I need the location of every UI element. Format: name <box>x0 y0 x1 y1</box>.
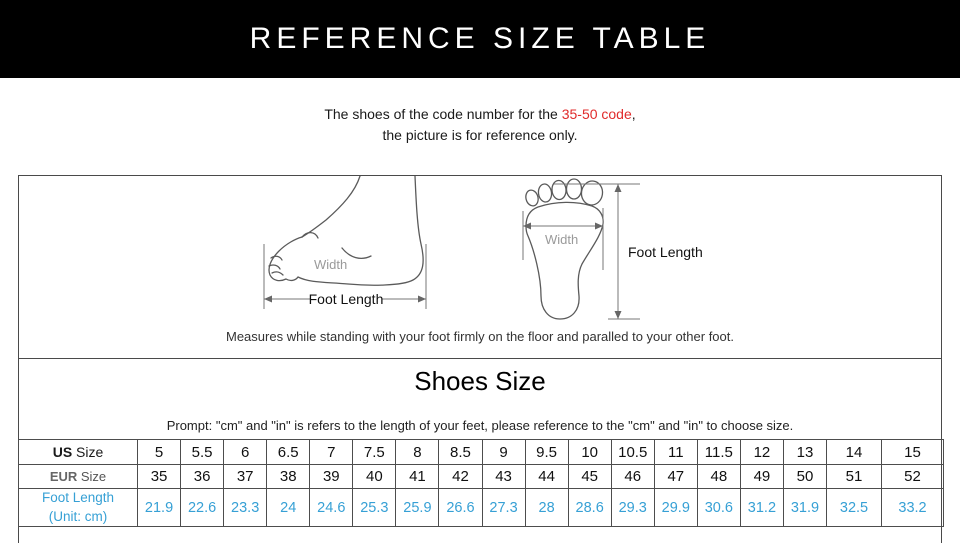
intro-line1-suffix: , <box>631 106 636 122</box>
size-cell: 44 <box>524 464 569 489</box>
size-cell: 48 <box>696 464 741 489</box>
row-header-us-size: US Size <box>18 439 138 465</box>
size-cell: 24.6 <box>309 488 354 527</box>
row-header-us-strong: US <box>52 444 73 460</box>
size-cell: 5 <box>136 439 182 465</box>
size-cell: 51 <box>826 464 882 489</box>
size-cell: 24 <box>266 488 311 527</box>
row-header-eur-rest: Size <box>77 469 107 484</box>
foot-side-view-diagram: Width Foot Length <box>263 176 427 309</box>
foot-top-view-diagram: Width Foot Length <box>522 178 703 320</box>
intro-line1-prefix: The shoes of the code number for the <box>324 106 562 122</box>
side-width-label: Width <box>314 257 347 272</box>
size-cell: 13 <box>782 439 828 465</box>
size-cell: 28.6 <box>567 488 612 527</box>
size-cell: 6.5 <box>266 439 311 465</box>
size-cell: 8.5 <box>438 439 483 465</box>
size-cell: 27.3 <box>481 488 526 527</box>
row-header-foot-length: Foot Length (Unit: cm) <box>18 488 138 527</box>
size-cell: 9.5 <box>524 439 569 465</box>
size-prompt: Prompt: "cm" and "in" is refers to the l… <box>166 418 794 433</box>
size-cell: 31.9 <box>782 488 828 527</box>
size-cell: 35 <box>136 464 182 489</box>
shoes-size-title: Shoes Size <box>414 366 546 396</box>
side-foot-length-label: Foot Length <box>309 291 384 307</box>
size-cell: 41 <box>395 464 440 489</box>
size-cell: 52 <box>881 464 944 489</box>
size-cell: 5.5 <box>180 439 225 465</box>
size-guide-box: Width Foot Length Width Foot Length Meas… <box>18 175 944 543</box>
table-row-us-size: US Size 5 5.5 6 6.5 7 7.5 8 8.5 9 9.5 10 10.5 11 11.5… <box>18 439 944 465</box>
measure-instruction: Measures while standing with your foot f… <box>226 329 734 344</box>
size-cell: 21.9 <box>136 488 182 527</box>
size-cell: 29.3 <box>610 488 655 527</box>
size-cell: 10.5 <box>610 439 655 465</box>
size-cell: 49 <box>739 464 784 489</box>
highlight-code-range: 35-50 code <box>561 106 632 122</box>
size-cell: 28 <box>524 488 569 527</box>
size-cell: 40 <box>352 464 397 489</box>
intro-line-1: The shoes of the code number for the 35-… <box>0 104 960 125</box>
size-cell: 8 <box>395 439 440 465</box>
size-cell: 29.9 <box>653 488 698 527</box>
header-bar: REFERENCE SIZE TABLE <box>0 0 960 78</box>
size-cell: 31.2 <box>739 488 784 527</box>
table-row-eur-size: EUR Size 35 36 37 38 39 40 41 42 43 44 45 46 47 48 49 5… <box>18 464 944 489</box>
size-cell: 42 <box>438 464 483 489</box>
size-cell: 38 <box>266 464 311 489</box>
size-cell: 45 <box>567 464 612 489</box>
size-cell: 25.9 <box>395 488 440 527</box>
size-cell: 6 <box>223 439 268 465</box>
table-row-foot-length: Foot Length (Unit: cm) 21.9 22.6 23.3 24 24.6… <box>18 488 944 527</box>
size-cell: 33.2 <box>881 488 944 527</box>
intro-line-2: the picture is for reference only. <box>382 127 578 143</box>
size-cell: 11 <box>653 439 698 465</box>
size-cell: 7.5 <box>352 439 397 465</box>
foot-length-label-line1: Foot Length <box>41 490 115 506</box>
size-cell: 7 <box>309 439 354 465</box>
size-cell: 37 <box>223 464 268 489</box>
size-table: US Size 5 5.5 6 6.5 7 7.5 8 8.5 9 9.5 10 10.5 11 11.5… <box>18 439 944 527</box>
size-cell: 10 <box>567 439 612 465</box>
size-cell: 47 <box>653 464 698 489</box>
intro-text: The shoes of the code number for the 35-… <box>0 104 960 146</box>
size-cell: 36 <box>180 464 225 489</box>
page-title: REFERENCE SIZE TABLE <box>249 22 711 55</box>
size-cell: 25.3 <box>352 488 397 527</box>
size-cell: 26.6 <box>438 488 483 527</box>
size-cell: 12 <box>739 439 784 465</box>
size-cell: 23.3 <box>223 488 268 527</box>
size-cell: 43 <box>481 464 526 489</box>
size-cell: 46 <box>610 464 655 489</box>
top-foot-length-label: Foot Length <box>628 244 703 260</box>
section-divider <box>19 358 941 359</box>
row-header-eur-size: EUR Size <box>18 464 138 489</box>
foot-length-label-line2: (Unit: cm) <box>48 508 108 524</box>
size-cell: 11.5 <box>696 439 741 465</box>
top-width-label: Width <box>545 232 578 247</box>
row-header-us-rest: Size <box>72 444 104 460</box>
size-cell: 39 <box>309 464 354 489</box>
size-cell: 50 <box>782 464 828 489</box>
row-header-eur-strong: EUR <box>49 469 78 484</box>
size-cell: 9 <box>481 439 526 465</box>
size-cell: 14 <box>826 439 882 465</box>
size-cell: 15 <box>881 439 944 465</box>
size-cell: 22.6 <box>180 488 225 527</box>
size-cell: 32.5 <box>826 488 882 527</box>
size-cell: 30.6 <box>696 488 741 527</box>
